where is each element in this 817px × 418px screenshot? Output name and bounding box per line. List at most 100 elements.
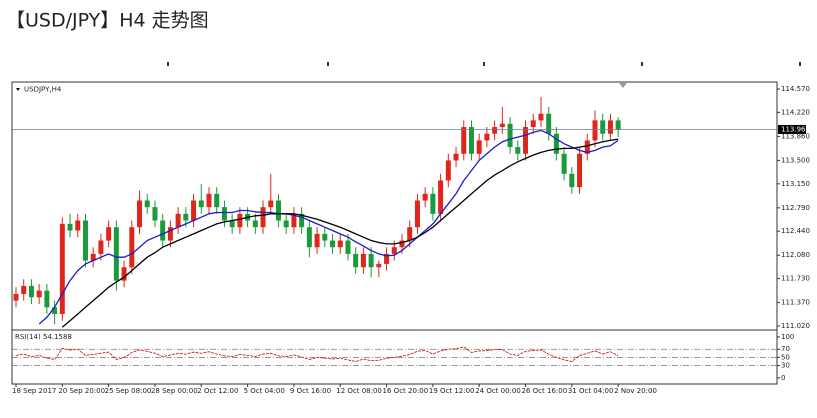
candle-body xyxy=(607,120,613,134)
current-price-box xyxy=(778,124,806,134)
x-tick-label: 31 Oct 04:00 xyxy=(568,387,614,395)
candle-body xyxy=(345,240,351,254)
candle-body xyxy=(337,240,343,248)
candle-body xyxy=(260,207,266,228)
marker xyxy=(483,62,485,66)
shift-marker xyxy=(619,83,627,88)
marker xyxy=(327,62,329,66)
panel-arrow xyxy=(16,88,20,91)
candle-body xyxy=(283,220,289,228)
candle-body xyxy=(507,123,513,148)
candle-body xyxy=(214,193,220,208)
marker xyxy=(641,62,643,66)
candle-body xyxy=(237,213,243,228)
candle-body xyxy=(299,213,305,228)
candle-body xyxy=(569,173,575,188)
candle-body xyxy=(538,113,544,121)
candle-body xyxy=(21,285,27,294)
moving-average xyxy=(38,129,619,325)
candle-body xyxy=(191,200,197,221)
x-tick-label: 26 Oct 16:00 xyxy=(522,387,568,395)
candle-body xyxy=(82,220,88,261)
x-tick-label: 2 Nov 20:00 xyxy=(614,387,657,395)
y-tick-label: 70 xyxy=(781,345,790,353)
rsi-label: RSI(14) 54.1588 xyxy=(15,333,72,341)
x-tick-label: 18 Sep 2017 xyxy=(12,387,56,395)
candle-body xyxy=(523,127,529,154)
candle-body xyxy=(90,253,96,261)
candle-body xyxy=(268,200,274,208)
rsi-line xyxy=(15,346,619,362)
candle-body xyxy=(252,220,258,228)
candle-body xyxy=(368,253,374,268)
candle-body xyxy=(121,267,127,281)
candle-body xyxy=(113,227,119,281)
x-tick-label: 19 Oct 12:00 xyxy=(429,387,475,395)
candle-body xyxy=(553,133,559,154)
candle-body xyxy=(291,213,297,228)
candle-body xyxy=(476,140,482,154)
x-tick-label: 9 Oct 16:00 xyxy=(290,387,331,395)
candle-body xyxy=(577,153,583,188)
y-tick-label: 112.440 xyxy=(781,227,810,235)
candle-body xyxy=(484,133,490,141)
candle-body xyxy=(106,227,112,241)
candle-body xyxy=(615,120,621,130)
marker xyxy=(167,62,169,66)
candle-body xyxy=(152,207,158,221)
x-tick-label: 5 Oct 04:00 xyxy=(244,387,285,395)
candle-body xyxy=(175,213,181,228)
y-tick-label: 112.790 xyxy=(781,204,810,212)
candle-body xyxy=(430,193,436,214)
candle-body xyxy=(167,227,173,241)
candle-body xyxy=(52,307,58,314)
candle-body xyxy=(492,127,498,134)
top-markers xyxy=(167,62,801,66)
candle-body xyxy=(453,153,459,161)
candle-body xyxy=(306,227,312,248)
candle-body xyxy=(221,207,227,221)
candle-body xyxy=(353,253,359,268)
candle-body xyxy=(445,160,451,181)
y-tick-label: 113.150 xyxy=(781,180,810,188)
candle-body xyxy=(561,153,567,174)
y-tick-label: 113.860 xyxy=(781,132,810,140)
x-tick-label: 20 Sep 20:00 xyxy=(58,387,105,395)
current-price-label: 113.964 xyxy=(781,125,810,133)
x-tick-label: 2 Oct 12:00 xyxy=(197,387,238,395)
y-tick-label: 111.020 xyxy=(781,322,810,330)
candle-body xyxy=(75,220,81,231)
x-tick-label: 28 Sep 00:00 xyxy=(151,387,198,395)
candle-body xyxy=(360,253,366,268)
candle-body xyxy=(275,200,281,221)
y-tick-label: 114.220 xyxy=(781,108,810,116)
candle-body xyxy=(530,120,536,128)
x-tick-label: 25 Sep 08:00 xyxy=(105,387,152,395)
candle-body xyxy=(468,127,474,154)
candle-body xyxy=(546,113,552,134)
candle-body xyxy=(422,193,428,201)
y-tick-label: 30 xyxy=(781,362,790,370)
candle-body xyxy=(137,200,143,228)
candle-body xyxy=(129,227,135,268)
moving-average xyxy=(61,138,619,328)
candle-body xyxy=(391,247,397,254)
candle-body xyxy=(160,220,166,241)
y-tick-label: 111.730 xyxy=(781,275,810,283)
candle-body xyxy=(438,180,444,214)
chart-title: 【USD/JPY】H4 走势图 xyxy=(6,10,209,32)
candle-body xyxy=(322,233,328,241)
candle-body xyxy=(515,147,521,154)
candle-body xyxy=(67,223,73,231)
candle-body xyxy=(330,240,336,248)
candle-body xyxy=(384,253,390,264)
candle-body xyxy=(44,290,50,308)
candle-body xyxy=(376,263,382,268)
x-tick-label: 12 Oct 08:00 xyxy=(336,387,382,395)
candle-body xyxy=(499,123,505,128)
y-tick-label: 112.080 xyxy=(781,251,810,259)
candle-body xyxy=(600,120,606,134)
candle-body xyxy=(314,233,320,248)
y-tick-label: 50 xyxy=(781,353,790,361)
